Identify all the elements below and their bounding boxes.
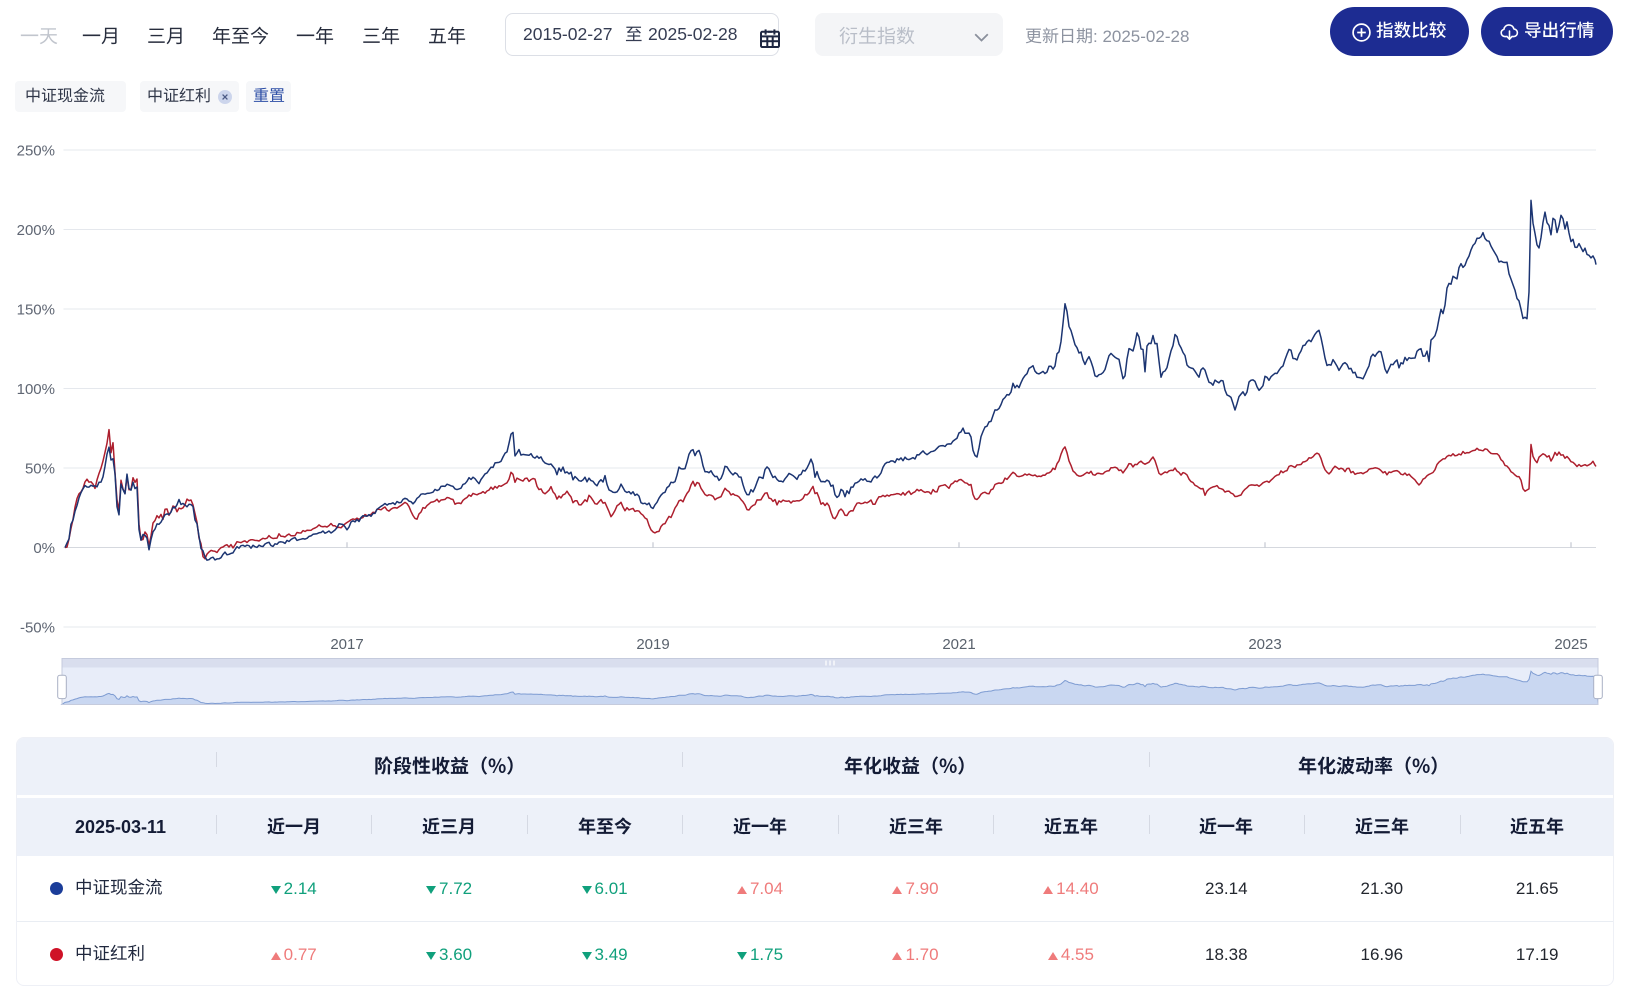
svg-text:50%: 50% [25,460,55,477]
svg-text:2021: 2021 [942,636,975,653]
svg-text:2023: 2023 [1248,636,1281,653]
svg-text:200%: 200% [17,222,55,239]
svg-text:250%: 250% [17,142,55,159]
svg-text:-50%: -50% [20,619,55,636]
svg-text:2019: 2019 [636,636,669,653]
svg-text:2025: 2025 [1554,636,1587,653]
svg-text:0%: 0% [33,540,55,557]
svg-text:150%: 150% [17,301,55,318]
svg-text:100%: 100% [17,381,55,398]
svg-text:2017: 2017 [330,636,363,653]
